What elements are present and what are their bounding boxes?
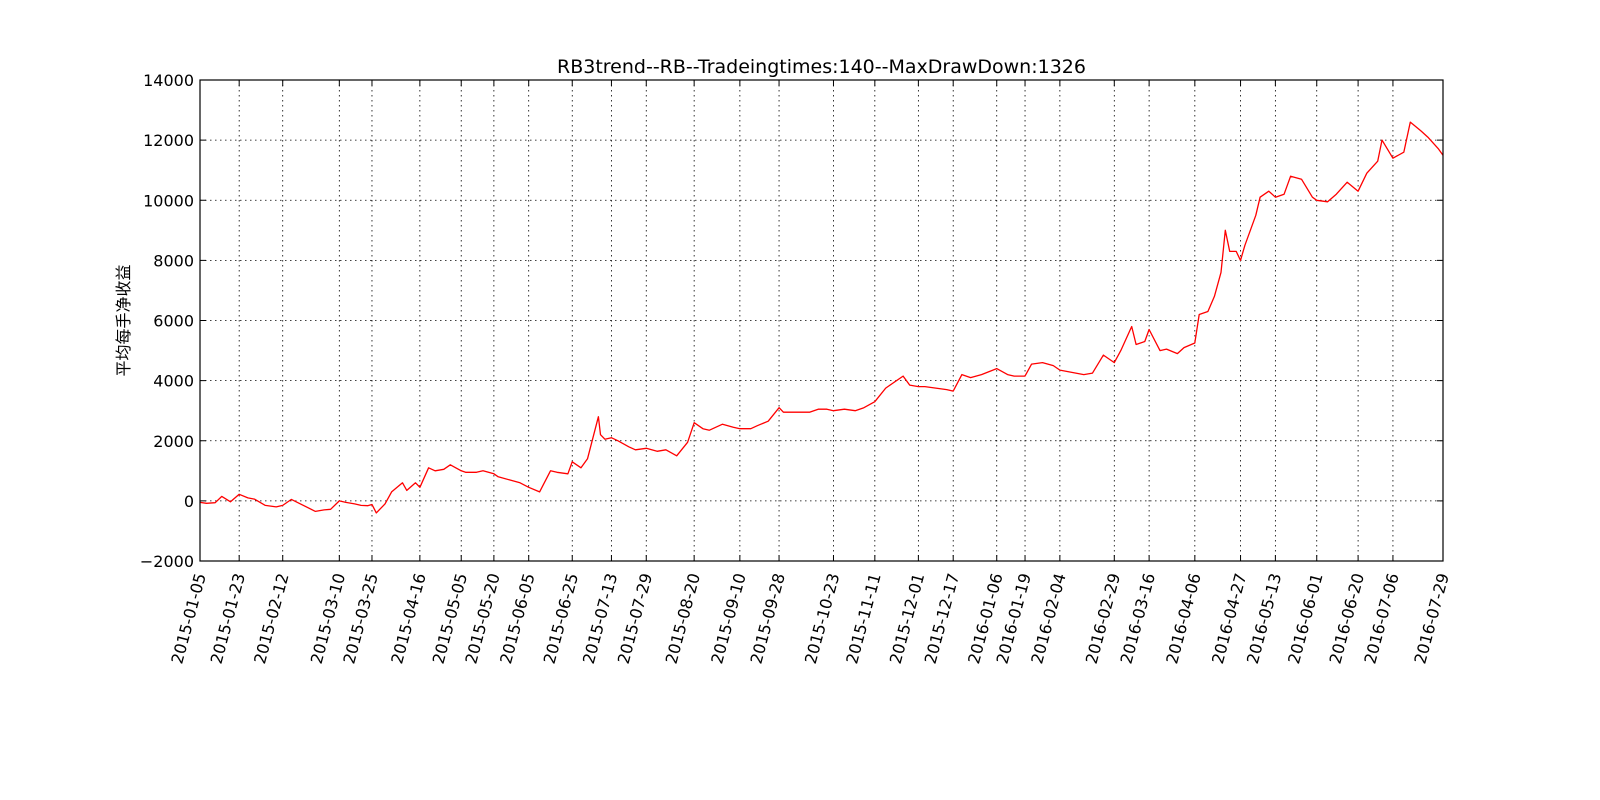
x-tick-label: 2015-07-29 — [614, 571, 656, 666]
x-tick-label: 2015-06-25 — [540, 571, 582, 666]
x-tick-label: 2015-09-28 — [746, 571, 788, 666]
x-tick-label: 2016-02-29 — [1082, 571, 1124, 666]
series-line — [199, 121, 1444, 514]
chart-title: RB3trend--RB--Tradeingtimes:140--MaxDraw… — [557, 56, 1086, 78]
y-tick-label: 4000 — [153, 372, 194, 391]
y-tick-label: 8000 — [153, 251, 194, 270]
x-tick-label: 2016-05-13 — [1243, 571, 1285, 666]
x-tick-label: 2016-06-20 — [1326, 571, 1368, 666]
x-tick-label: 2015-12-01 — [886, 571, 928, 666]
y-tick-label: 10000 — [143, 191, 194, 210]
x-tick-label: 2015-02-12 — [250, 571, 292, 666]
y-tick-label: 6000 — [153, 312, 194, 331]
x-tick-label: 2016-07-06 — [1360, 571, 1402, 666]
x-tick-label: 2016-04-27 — [1208, 571, 1250, 666]
x-tick-label: 2015-10-23 — [801, 571, 843, 666]
x-tick-label: 2015-06-05 — [496, 571, 538, 666]
series-layer — [199, 121, 1444, 514]
x-tick-label: 2015-01-05 — [167, 571, 209, 666]
x-tick-label: 2015-07-13 — [579, 571, 621, 666]
grid-lines — [200, 80, 1443, 561]
y-tick-label: 14000 — [143, 71, 194, 90]
y-axis: −2000 0 2000 4000 6000 8000 10000 12000 14000 — [140, 71, 1443, 571]
x-tick-label: 2015-12-17 — [921, 571, 963, 666]
y-tick-label: 0 — [184, 492, 194, 511]
x-tick-label: 2015-04-16 — [387, 571, 429, 666]
x-tick-label: 2016-07-29 — [1410, 571, 1452, 666]
y-tick-label: 2000 — [153, 432, 194, 451]
x-tick-label: 2015-09-10 — [707, 571, 749, 666]
x-tick-label: 2015-11-11 — [842, 571, 884, 666]
x-tick-label: 2015-01-23 — [207, 571, 249, 666]
y-tick-label: −2000 — [140, 552, 194, 571]
x-tick-label: 2016-03-16 — [1117, 571, 1159, 666]
y-tick-label: 12000 — [143, 131, 194, 150]
x-tick-label: 2016-02-04 — [1027, 571, 1069, 666]
x-tick-label: 2015-08-20 — [662, 571, 704, 666]
x-tick-label: 2016-06-01 — [1284, 571, 1326, 666]
y-axis-label: 平均每手净收益 — [114, 264, 133, 376]
x-tick-label: 2016-04-06 — [1162, 571, 1204, 666]
